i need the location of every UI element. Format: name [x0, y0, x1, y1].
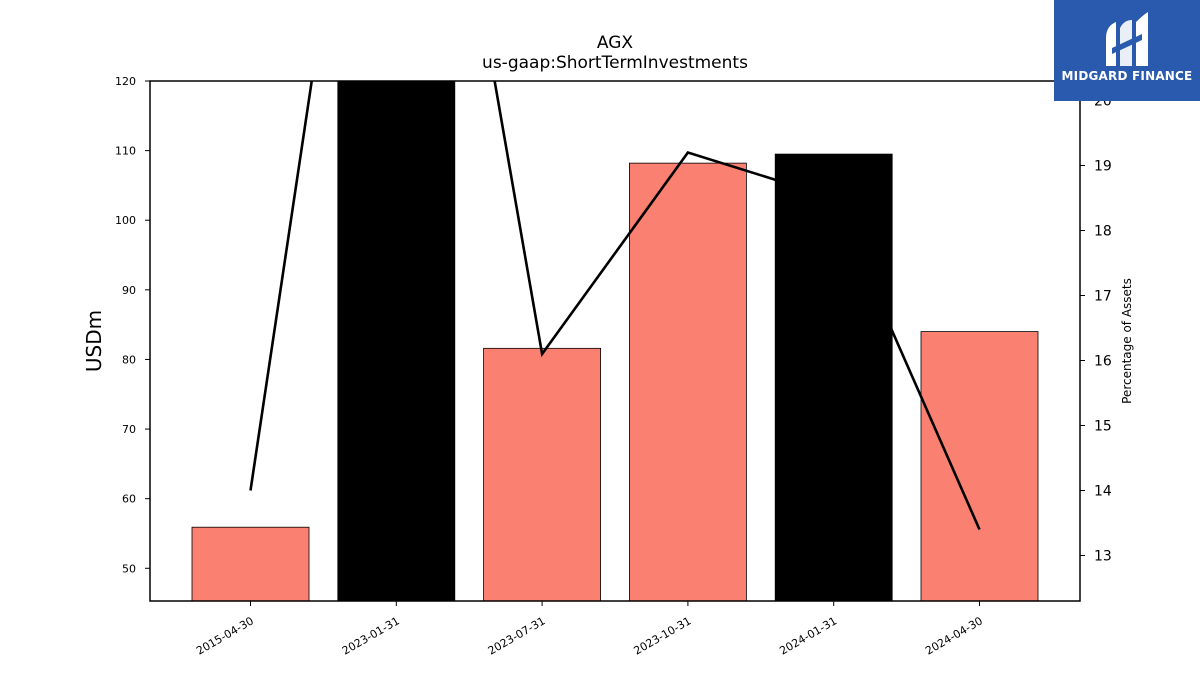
- y-right-tick-label: 14: [1094, 484, 1112, 500]
- bar-2023-07-31: [483, 347, 602, 601]
- y-right-tick-label: 15: [1094, 419, 1112, 435]
- x-tick-label: 2024-04-30: [923, 614, 985, 657]
- y-right-tick-label: 18: [1094, 224, 1112, 240]
- logo-text: MIDGARD FINANCE: [1061, 69, 1193, 83]
- midgard-logo-icon: [1106, 12, 1148, 66]
- y-right-tick-label: 16: [1094, 354, 1112, 370]
- y-tick-label: 50: [122, 562, 136, 575]
- y-axis-label-right: Percentage of Assets: [1120, 278, 1134, 404]
- bar-2023-10-31: [629, 162, 747, 601]
- x-tick-label: 2023-07-31: [486, 614, 548, 657]
- y-axis-label: USDm: [82, 310, 106, 372]
- y-right-tick-label: 17: [1094, 289, 1112, 305]
- bar-2024-01-31: [774, 153, 893, 601]
- x-tick-label: 2023-01-31: [340, 614, 402, 657]
- y-tick-label: 90: [122, 284, 136, 297]
- bar-2023-01-31: [337, 81, 456, 601]
- y-tick-label: 60: [122, 493, 136, 506]
- x-tick-label: 2023-10-31: [632, 614, 694, 657]
- logo: MIDGARD FINANCE: [1054, 0, 1200, 101]
- y-tick-label: 110: [115, 145, 136, 158]
- chart-title: AGX: [597, 33, 634, 53]
- x-tick-label: 2015-04-30: [194, 614, 256, 657]
- y-tick-label: 120: [115, 75, 136, 88]
- bar-2015-04-30: [191, 526, 310, 601]
- y-tick-label: 70: [122, 423, 136, 436]
- x-tick-label: 2024-01-31: [777, 614, 839, 657]
- y-right-tick-label: 13: [1094, 549, 1112, 565]
- y-tick-label: 100: [115, 214, 136, 227]
- y-tick-label: 80: [122, 353, 136, 366]
- bar-2024-04-30: [920, 331, 1039, 601]
- plot-frame: [149, 80, 1081, 602]
- chart-subtitle: us-gaap:ShortTermInvestments: [482, 53, 748, 73]
- percentage-line: [249, 81, 981, 531]
- y-right-tick-label: 19: [1094, 159, 1112, 175]
